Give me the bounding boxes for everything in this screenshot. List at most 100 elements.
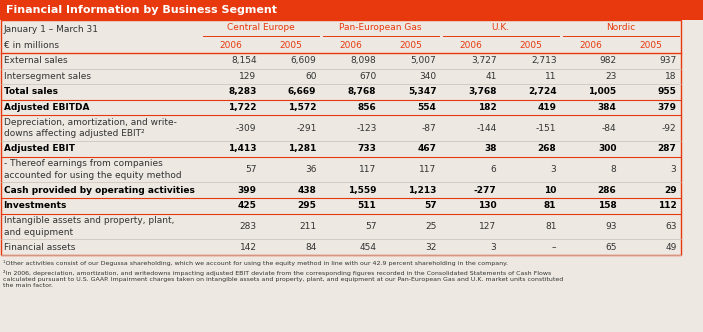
Text: 670: 670 (359, 72, 377, 81)
Text: 340: 340 (420, 72, 437, 81)
Text: 2,713: 2,713 (531, 56, 557, 65)
Text: 2005: 2005 (279, 41, 302, 50)
Text: € in millions: € in millions (4, 41, 58, 50)
Text: Adjusted EBIT: Adjusted EBIT (4, 144, 75, 153)
Text: 81: 81 (544, 201, 557, 210)
Text: 10: 10 (544, 186, 557, 195)
Text: 856: 856 (358, 103, 377, 112)
Text: 130: 130 (478, 201, 496, 210)
Text: -123: -123 (356, 124, 377, 132)
Text: 5,347: 5,347 (408, 87, 437, 96)
Text: 36: 36 (305, 165, 316, 174)
Text: -151: -151 (536, 124, 557, 132)
Text: -309: -309 (236, 124, 257, 132)
Text: 2005: 2005 (399, 41, 422, 50)
Text: 1,005: 1,005 (588, 87, 617, 96)
Text: 6,609: 6,609 (291, 56, 316, 65)
Text: 112: 112 (658, 201, 676, 210)
Text: -144: -144 (476, 124, 496, 132)
Text: -87: -87 (422, 124, 437, 132)
Text: 1,559: 1,559 (348, 186, 377, 195)
Text: 384: 384 (598, 103, 617, 112)
Bar (0, 0, 703, 20)
Bar (1, 38, 681, 53)
Text: 3: 3 (671, 165, 676, 174)
Text: –: – (552, 243, 557, 252)
Text: 57: 57 (424, 201, 437, 210)
Text: Adjusted EBITDA: Adjusted EBITDA (4, 103, 89, 112)
Text: 955: 955 (657, 87, 676, 96)
Text: 2,724: 2,724 (528, 87, 557, 96)
Text: 2005: 2005 (519, 41, 542, 50)
Text: 1,213: 1,213 (408, 186, 437, 195)
Text: 937: 937 (659, 56, 676, 65)
Text: 129: 129 (240, 72, 257, 81)
Text: 2006: 2006 (219, 41, 242, 50)
Text: U.K.: U.K. (491, 24, 510, 33)
Text: 57: 57 (245, 165, 257, 174)
Text: 41: 41 (485, 72, 496, 81)
Text: 11: 11 (545, 72, 557, 81)
Text: 8,154: 8,154 (231, 56, 257, 65)
Text: 1,413: 1,413 (228, 144, 257, 153)
Text: Pan-European Gas: Pan-European Gas (340, 24, 422, 33)
Text: 300: 300 (598, 144, 617, 153)
Text: 117: 117 (419, 165, 437, 174)
Text: 1,572: 1,572 (288, 103, 316, 112)
Text: 286: 286 (598, 186, 617, 195)
Text: 25: 25 (425, 222, 437, 231)
Text: Investments: Investments (4, 201, 67, 210)
Text: 32: 32 (425, 243, 437, 252)
Text: 23: 23 (605, 72, 617, 81)
Text: Total sales: Total sales (4, 87, 58, 96)
Text: 467: 467 (418, 144, 437, 153)
Text: 554: 554 (418, 103, 437, 112)
Text: 419: 419 (538, 103, 557, 112)
Text: - Thereof earnings from companies
accounted for using the equity method: - Thereof earnings from companies accoun… (4, 159, 181, 180)
Text: 182: 182 (478, 103, 496, 112)
Text: 8,768: 8,768 (348, 87, 377, 96)
Text: 379: 379 (657, 103, 676, 112)
Text: 29: 29 (664, 186, 676, 195)
Text: 425: 425 (238, 201, 257, 210)
Text: 211: 211 (299, 222, 316, 231)
Text: 1,281: 1,281 (288, 144, 316, 153)
Text: 287: 287 (657, 144, 676, 153)
Text: Financial assets: Financial assets (4, 243, 75, 252)
Text: 283: 283 (240, 222, 257, 231)
Text: Central Europe: Central Europe (226, 24, 295, 33)
Text: 5,007: 5,007 (411, 56, 437, 65)
Text: 8,098: 8,098 (351, 56, 377, 65)
Text: 93: 93 (605, 222, 617, 231)
Text: 6: 6 (491, 165, 496, 174)
Text: 3: 3 (550, 165, 557, 174)
Text: -277: -277 (474, 186, 496, 195)
Text: 117: 117 (359, 165, 377, 174)
Text: 38: 38 (484, 144, 496, 153)
Text: 18: 18 (665, 72, 676, 81)
Text: 60: 60 (305, 72, 316, 81)
Text: 2006: 2006 (579, 41, 602, 50)
Text: 81: 81 (545, 222, 557, 231)
Text: 158: 158 (598, 201, 617, 210)
Text: 982: 982 (600, 56, 617, 65)
Text: Intersegment sales: Intersegment sales (4, 72, 91, 81)
Text: 3: 3 (491, 243, 496, 252)
Text: January 1 – March 31: January 1 – March 31 (4, 25, 98, 34)
Text: 438: 438 (297, 186, 316, 195)
Text: 142: 142 (240, 243, 257, 252)
Text: Cash provided by operating activities: Cash provided by operating activities (4, 186, 194, 195)
Text: 63: 63 (665, 222, 676, 231)
Text: 6,669: 6,669 (288, 87, 316, 96)
Text: 84: 84 (305, 243, 316, 252)
Text: 295: 295 (297, 201, 316, 210)
Text: 3,768: 3,768 (468, 87, 496, 96)
Text: -92: -92 (662, 124, 676, 132)
Text: 2005: 2005 (639, 41, 662, 50)
Text: -291: -291 (296, 124, 316, 132)
Bar (1, 20, 681, 38)
Text: 8,283: 8,283 (228, 87, 257, 96)
Text: 57: 57 (365, 222, 377, 231)
Text: 2006: 2006 (339, 41, 362, 50)
Text: 454: 454 (359, 243, 377, 252)
